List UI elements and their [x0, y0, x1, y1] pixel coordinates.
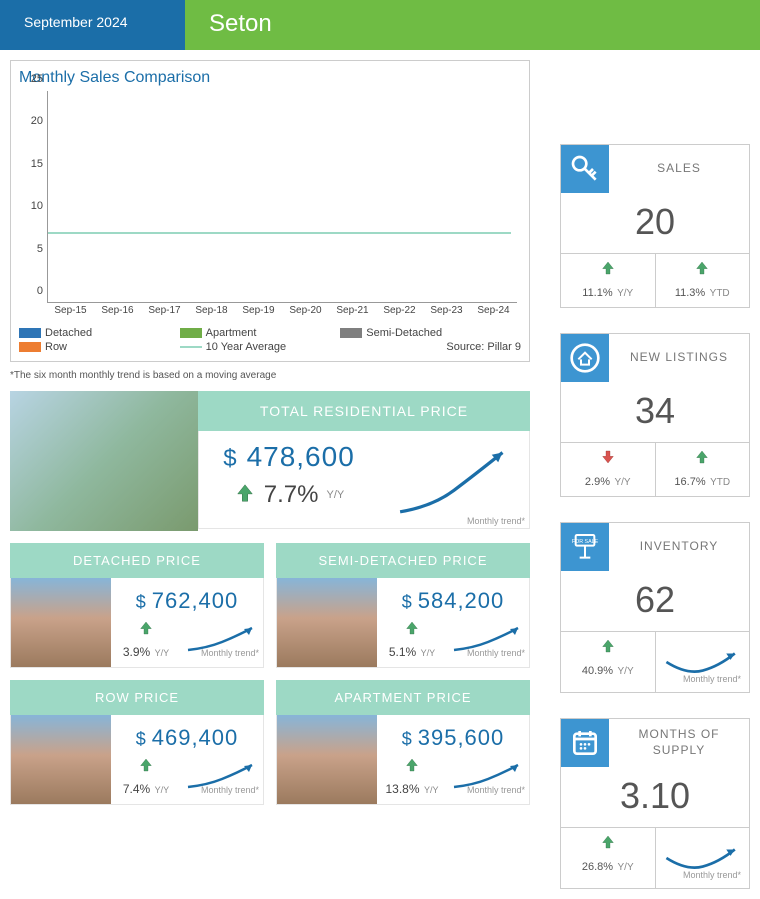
report-body: Monthly Sales Comparison 0510152025 Sep-…: [0, 50, 760, 899]
price-card-header: ROW PRICE: [10, 680, 264, 715]
stat-card: FOR SALE INVENTORY 62 40.9% Y/YMonthly t…: [560, 522, 750, 693]
total-price-trend: Monthly trend*: [379, 431, 529, 528]
stat-title: MONTHS OFSUPPLY: [609, 719, 749, 767]
svg-text:FOR SALE: FOR SALE: [572, 539, 599, 545]
trend-line-icon: Monthly trend*: [447, 620, 529, 660]
stat-value: 34: [561, 382, 749, 442]
price-cards-grid: DETACHED PRICE $762,400 3.9% Y/Y Monthly…: [10, 543, 530, 805]
report-date: September 2024: [0, 0, 185, 50]
arrow-up-icon: [660, 260, 746, 281]
report-header: September 2024 Seton: [0, 0, 760, 50]
price-card-photo: [11, 715, 111, 804]
chart-xaxis: Sep-15Sep-16Sep-17Sep-18Sep-19Sep-20Sep-…: [47, 305, 517, 321]
key-icon: [561, 145, 609, 193]
arrow-up-icon: [660, 449, 746, 470]
arrow-up-icon: [565, 834, 651, 855]
currency-symbol: $: [223, 445, 236, 473]
price-value: 395,600: [418, 725, 505, 751]
trend-line-icon: Monthly trend*: [181, 757, 263, 797]
chart-bars: [48, 91, 517, 302]
report-title: Seton: [185, 0, 760, 50]
chart-title: Monthly Sales Comparison: [19, 69, 521, 87]
arrow-up-icon: [234, 482, 256, 509]
stat-value: 3.10: [561, 767, 749, 827]
trend-line-icon: Monthly trend*: [660, 834, 746, 882]
total-price-header: TOTAL RESIDENTIAL PRICE: [198, 391, 530, 431]
trend-line-icon: Monthly trend*: [181, 620, 263, 660]
stat-card: SALES 20 11.1% Y/Y11.3% YTD: [560, 144, 750, 308]
sign-icon: FOR SALE: [561, 523, 609, 571]
price-card-header: SEMI-DETACHED PRICE: [276, 543, 530, 578]
price-card-photo: [277, 578, 377, 667]
arrow-up-icon: [565, 260, 651, 281]
arrow-up-icon: [404, 620, 420, 641]
total-price-card: TOTAL RESIDENTIAL PRICE $ 478,600 7.7% Y…: [10, 391, 530, 531]
price-card: APARTMENT PRICE $395,600 13.8% Y/Y Month…: [276, 680, 530, 805]
price-card: DETACHED PRICE $762,400 3.9% Y/Y Monthly…: [10, 543, 264, 668]
total-price-photo: [10, 391, 198, 531]
stat-title: NEW LISTINGS: [609, 334, 749, 382]
arrow-up-icon: [138, 757, 154, 778]
price-value: 469,400: [152, 725, 239, 751]
sales-chart-panel: Monthly Sales Comparison 0510152025 Sep-…: [10, 60, 530, 362]
price-value: 762,400: [152, 588, 239, 614]
stat-title: INVENTORY: [609, 523, 749, 571]
arrow-up-icon: [404, 757, 420, 778]
arrow-down-icon: [565, 449, 651, 470]
chart-footnote: *The six month monthly trend is based on…: [10, 370, 530, 381]
chart-area: 0510152025 Sep-15Sep-16Sep-17Sep-18Sep-1…: [19, 91, 521, 321]
price-card-photo: [277, 715, 377, 804]
trend-line-icon: [379, 431, 529, 528]
stat-card: MONTHS OFSUPPLY 3.10 26.8% Y/YMonthly tr…: [560, 718, 750, 889]
stat-value: 62: [561, 571, 749, 631]
trend-line-icon: Monthly trend*: [660, 638, 746, 686]
trend-line-icon: Monthly trend*: [447, 757, 529, 797]
stat-title: SALES: [609, 145, 749, 193]
chart-yaxis: 0510152025: [19, 91, 47, 303]
price-value: 584,200: [418, 588, 505, 614]
price-card: ROW PRICE $469,400 7.4% Y/Y Monthly tren…: [10, 680, 264, 805]
stats-column: SALES 20 11.1% Y/Y11.3% YTD NEW LISTINGS…: [560, 60, 750, 889]
stat-value: 20: [561, 193, 749, 253]
arrow-up-icon: [565, 638, 651, 659]
calendar-icon: [561, 719, 609, 767]
arrow-up-icon: [138, 620, 154, 641]
total-price-pct-label: Y/Y: [326, 489, 344, 501]
total-price-value: 478,600: [247, 441, 355, 473]
stat-card: NEW LISTINGS 34 2.9% Y/Y16.7% YTD: [560, 333, 750, 497]
chart-avg-line: [48, 232, 511, 234]
trend-label: Monthly trend*: [467, 516, 525, 526]
price-card-header: DETACHED PRICE: [10, 543, 264, 578]
house-icon: [561, 334, 609, 382]
total-price-pct: 7.7%: [264, 481, 319, 509]
price-card-photo: [11, 578, 111, 667]
left-column: Monthly Sales Comparison 0510152025 Sep-…: [10, 60, 530, 889]
price-card: SEMI-DETACHED PRICE $584,200 5.1% Y/Y Mo…: [276, 543, 530, 668]
price-card-header: APARTMENT PRICE: [276, 680, 530, 715]
chart-plot: [47, 91, 517, 303]
